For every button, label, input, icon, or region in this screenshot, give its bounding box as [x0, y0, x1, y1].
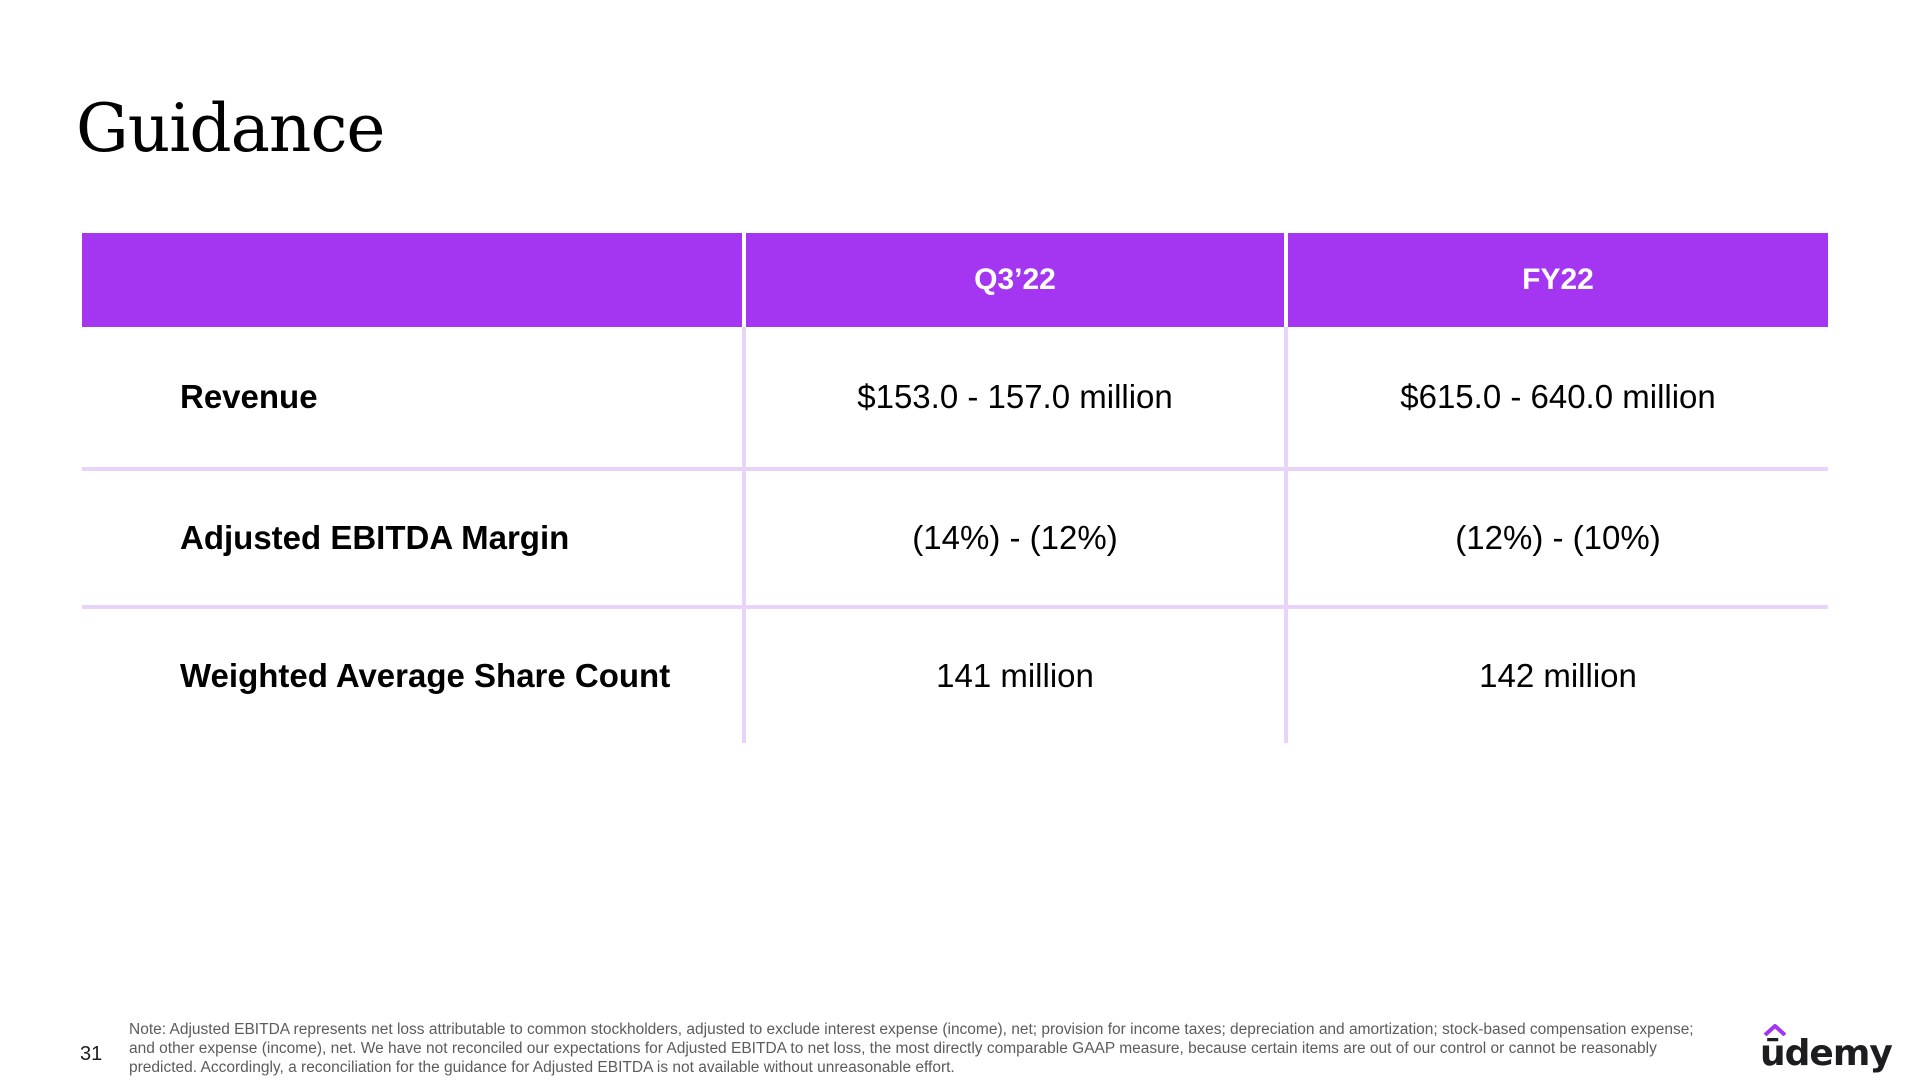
udemy-logo-text: ūdemy [1760, 1033, 1893, 1074]
table-row: Revenue $153.0 - 157.0 million $615.0 - … [82, 327, 1828, 469]
table-row: Weighted Average Share Count 141 million… [82, 605, 1828, 743]
table-header-row: Q3’22 FY22 [82, 233, 1828, 327]
row-label-share-count: Weighted Average Share Count [82, 605, 744, 743]
footnote: Note: Adjusted EBITDA represents net los… [129, 1021, 1694, 1076]
page-number: 31 [80, 1043, 103, 1065]
cell-revenue-q3: $153.0 - 157.0 million [742, 327, 1286, 469]
header-cell-fy: FY22 [1284, 233, 1828, 327]
udemy-logo-icon [1764, 1024, 1786, 1036]
udemy-logo: ūdemy [1760, 1024, 1893, 1074]
cell-share-count-q3: 141 million [742, 605, 1286, 743]
cell-ebitda-margin-fy: (12%) - (10%) [1284, 467, 1828, 607]
cell-revenue-fy: $615.0 - 640.0 million [1284, 327, 1828, 469]
cell-ebitda-margin-q3: (14%) - (12%) [742, 467, 1286, 607]
cell-share-count-fy: 142 million [1284, 605, 1828, 743]
header-cell-q3: Q3’22 [742, 233, 1286, 327]
header-cell-empty [82, 233, 744, 327]
slide-title: Guidance [76, 90, 385, 167]
row-label-revenue: Revenue [180, 378, 318, 415]
table-row: Adjusted EBITDA Margin (14%) - (12%) (12… [82, 467, 1828, 607]
row-label-ebitda-margin: Adjusted EBITDA Margin [82, 467, 744, 607]
guidance-table: Q3’22 FY22 Revenue $153.0 - 157.0 millio… [82, 233, 1828, 743]
